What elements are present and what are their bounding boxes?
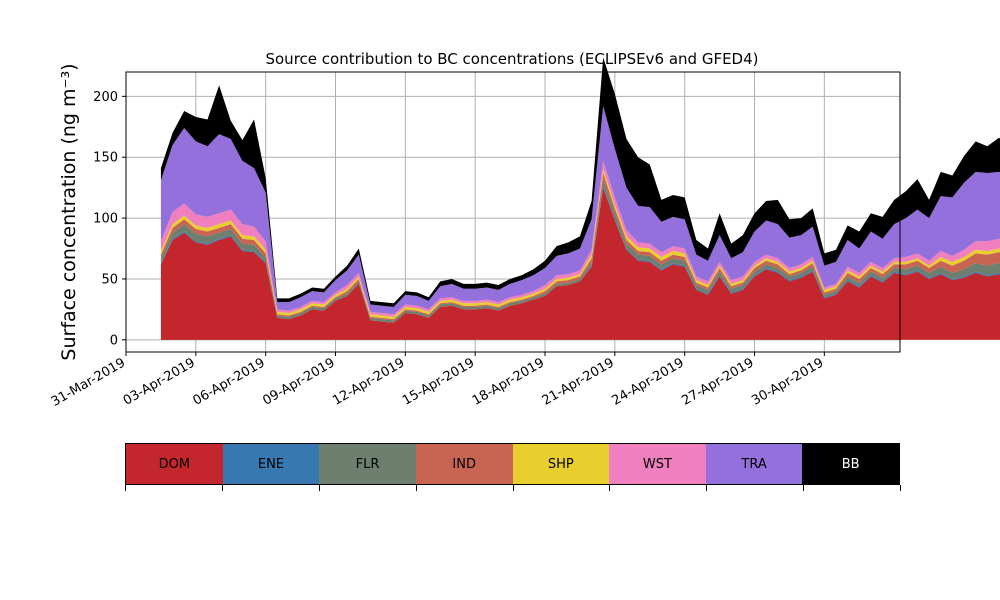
legend-item-ind: IND [415,444,513,484]
series-area-tra [160,106,1000,315]
legend-tick-mark [221,485,223,491]
legend-tick-mark [318,485,320,491]
legend-item-bb: BB [802,444,899,484]
legend-label: DOM [158,456,191,472]
area-series [160,57,1000,340]
y-tick-label: 150 [93,151,118,166]
x-tick-label: 15-Apr-2019 [400,355,477,408]
x-tick-label: 12-Apr-2019 [330,355,407,408]
y-tick-label: 200 [93,90,118,105]
legend-tick-mark [900,485,901,491]
legend-item-dom: DOM [126,444,223,484]
legend-tick-mark [706,485,708,491]
legend-item-flr: FLR [319,444,416,484]
y-tick-label: 0 [110,333,118,348]
legend-item-ene: ENE [222,444,320,484]
legend-ticks [125,485,901,491]
legend-colorbar: DOM ENE FLR IND SHP WST TRA BB [125,443,900,485]
legend-item-shp: SHP [512,444,610,484]
legend-label: BB [841,456,860,472]
legend-tick-mark [415,485,417,491]
legend-item-tra: TRA [705,444,803,484]
x-tick-label: 21-Apr-2019 [540,355,617,408]
legend-item-wst: WST [609,444,706,484]
legend-label: SHP [547,456,574,472]
legend-label: TRA [741,456,767,472]
chart-title: Source contribution to BC concentrations… [265,50,758,68]
legend-label: IND [452,456,476,472]
plot-frame [125,71,901,353]
x-tick-label: 30-Apr-2019 [749,355,826,408]
x-tick-label: 27-Apr-2019 [679,355,756,408]
legend-tick-mark [512,485,514,491]
x-tick-label: 06-Apr-2019 [191,355,268,408]
series-area-dom [160,187,1000,340]
legend-tick-mark [125,485,126,491]
x-tick-label: 18-Apr-2019 [470,355,547,408]
x-tick-label: 03-Apr-2019 [121,355,198,408]
legend-label: ENE [257,456,285,472]
x-tick-label: 31-Mar-2019 [49,355,128,409]
legend-tick-mark [609,485,611,491]
x-tick-label: 09-Apr-2019 [260,355,337,408]
legend-label: WST [642,456,672,472]
legend-label: FLR [355,456,380,472]
x-tick-label: 24-Apr-2019 [610,355,687,408]
legend-tick-mark [803,485,805,491]
y-tick-label: 50 [101,272,118,287]
y-tick-label: 100 [93,212,118,227]
y-axis-label: Surface concentration (ng m⁻³) [58,63,80,360]
